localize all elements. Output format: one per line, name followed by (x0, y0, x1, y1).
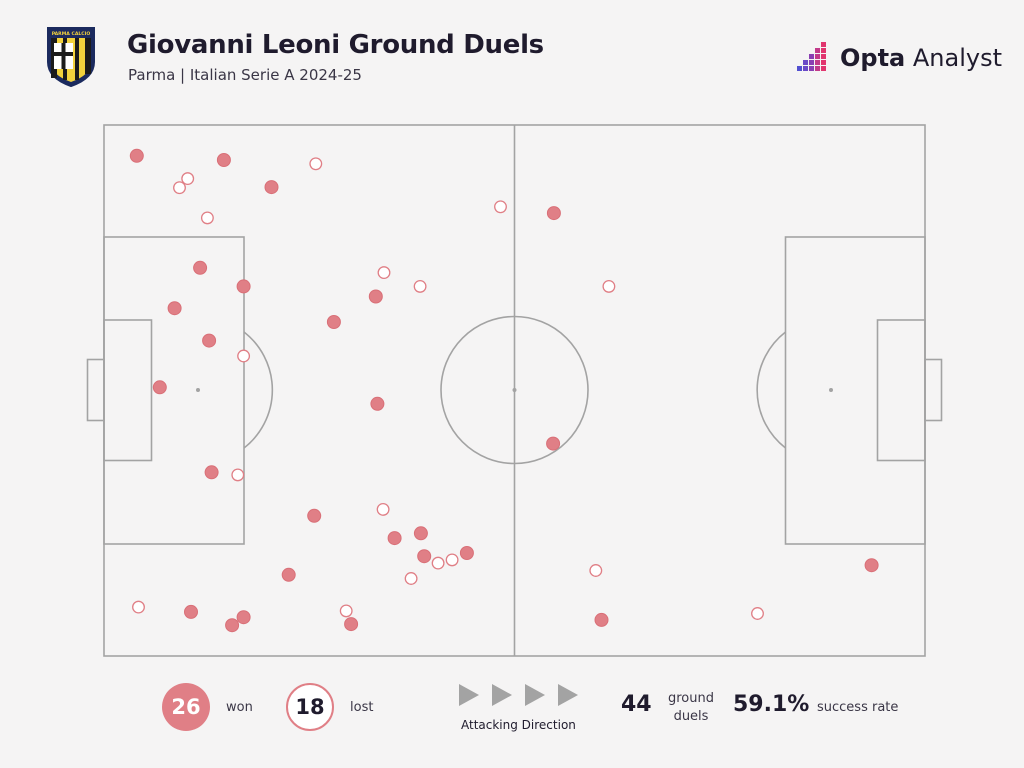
duel-won-point (864, 558, 879, 573)
duel-won-point (387, 531, 402, 546)
duel-won-point (370, 396, 385, 411)
duel-points (129, 148, 879, 633)
total-duels-label: ground duels (668, 690, 714, 726)
duel-lost-point (751, 607, 764, 620)
total-duels-label-line1: ground (668, 691, 714, 706)
brand-light: Analyst (905, 44, 1002, 72)
lost-label: lost (350, 700, 374, 715)
duel-lost-point (602, 279, 616, 293)
total-duels-label-line2: duels (673, 709, 709, 724)
pitch-lines (86, 124, 943, 657)
legend: 26 won 18 lost Attacking Direction 44 gr… (0, 680, 1024, 740)
duel-lost-point (231, 468, 245, 482)
duel-lost-point (376, 502, 390, 516)
direction-arrow-icon (459, 684, 479, 706)
duel-won-point (546, 436, 561, 451)
success-rate-label: success rate (817, 700, 899, 715)
duel-lost-point (309, 157, 323, 171)
duel-won-point (594, 612, 609, 627)
duel-won-point (368, 289, 383, 304)
crest-text: PARMA CALCIO (52, 31, 91, 37)
duel-lost-point (445, 553, 459, 567)
chart-subtitle: Parma | Italian Serie A 2024-25 (128, 66, 362, 84)
duel-won-point (417, 549, 432, 564)
right-six-yard-box (876, 319, 926, 462)
direction-arrow-icon (525, 684, 545, 706)
duel-won-point (204, 465, 219, 480)
duel-won-point (236, 610, 251, 625)
lost-count-badge: 18 (286, 683, 334, 731)
right-penalty-spot (829, 388, 833, 392)
duel-lost-point (132, 600, 145, 614)
opta-analyst-logo (797, 42, 826, 71)
direction-arrow-icon (492, 684, 512, 706)
duel-won-point (225, 618, 240, 633)
duel-lost-point (404, 572, 418, 585)
duel-lost-point (237, 349, 251, 363)
duel-lost-point (431, 556, 445, 570)
duel-lost-point (200, 211, 214, 225)
duel-won-point (184, 604, 198, 619)
right-penalty-area (784, 236, 926, 545)
duel-won-point (307, 508, 322, 523)
duel-lost-point (339, 604, 353, 618)
duel-lost-point (589, 564, 603, 577)
direction-arrow-icon (558, 684, 578, 706)
won-label: won (226, 700, 253, 715)
duel-lost-point (181, 172, 195, 186)
centre-spot (512, 388, 517, 392)
success-rate-value: 59.1% (733, 692, 810, 717)
brand-wordmark: Opta Analyst (840, 44, 1002, 72)
duel-won-point (326, 315, 341, 329)
left-penalty-area (103, 236, 245, 545)
right-penalty-arc (756, 331, 786, 449)
duel-won-point (546, 206, 561, 221)
duel-lost-point (377, 266, 391, 280)
duel-won-point (236, 279, 251, 294)
duel-won-point (167, 301, 182, 316)
duel-won-point (281, 567, 296, 582)
left-penalty-arc (243, 331, 274, 449)
left-goal (86, 358, 105, 422)
duel-won-point (459, 546, 474, 560)
duel-lost-point (173, 181, 186, 195)
brand-bold: Opta (840, 44, 906, 72)
left-six-yard-box (103, 319, 153, 462)
parma-crest-logo: PARMA CALCIO (47, 27, 95, 88)
duel-won-point (202, 333, 217, 348)
duel-won-point (264, 180, 279, 195)
duel-won-point (129, 148, 144, 163)
right-goal (924, 358, 943, 422)
centre-circle (440, 315, 589, 465)
left-penalty-spot (196, 388, 200, 392)
duel-won-point (216, 153, 231, 167)
attacking-direction-arrows (459, 684, 578, 706)
won-count-badge: 26 (162, 683, 210, 731)
duel-won-point (413, 526, 428, 541)
total-duels-value: 44 (621, 692, 652, 717)
duel-won-point (193, 260, 208, 275)
duel-won-point (152, 380, 167, 395)
duel-lost-point (494, 200, 507, 214)
chart-title: Giovanni Leoni Ground Duels (127, 30, 544, 60)
duel-lost-point (413, 279, 427, 293)
attacking-direction-label: Attacking Direction (461, 718, 576, 732)
duel-won-point (344, 617, 359, 632)
